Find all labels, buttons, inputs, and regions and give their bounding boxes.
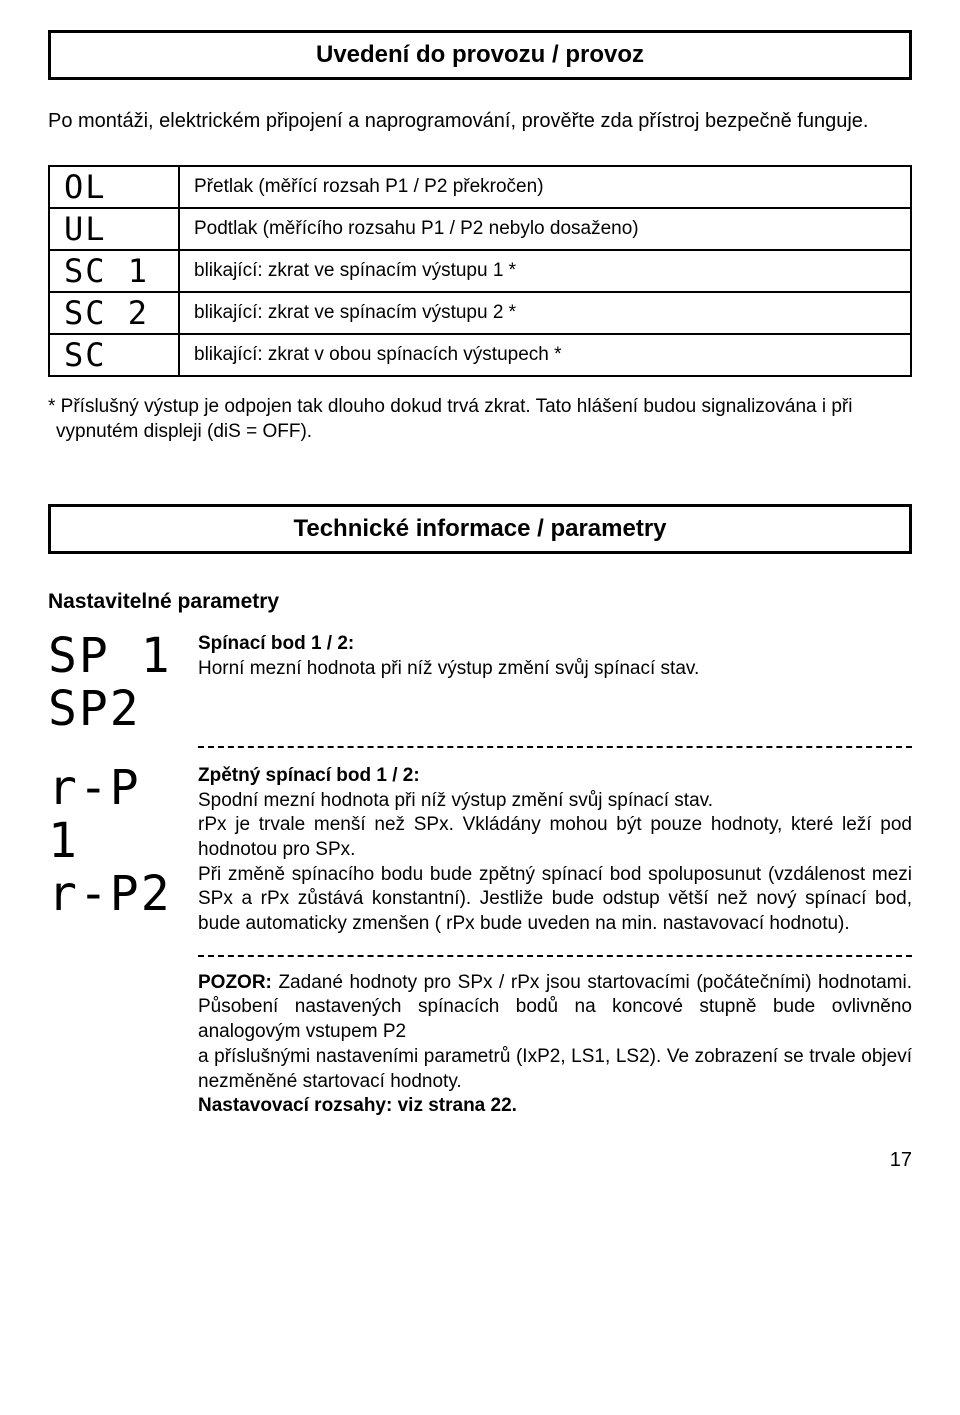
seg-code: UL <box>64 210 107 248</box>
warn-line3: Nastavovací rozsahy: viz strana 22. <box>198 1095 517 1116</box>
table-row: SC 2 blikající: zkrat ve spínacím výstup… <box>49 292 911 334</box>
param-rp-row: r-P 1 r-P2 Zpětný spínací bod 1 / 2: Spo… <box>48 758 912 1119</box>
page-number: 17 <box>48 1149 912 1172</box>
section-title-tech: Technické informace / parametry <box>48 504 912 554</box>
dashed-separator-inner <box>198 955 912 957</box>
error-code-table: OL Přetlak (měřící rozsah P1 / P2 překro… <box>48 165 912 377</box>
seg-rp1: r-P 1 <box>48 762 198 868</box>
desc-cell: blikající: zkrat ve spínacím výstupu 1 * <box>179 250 911 292</box>
seg-code: OL <box>64 168 107 206</box>
code-cell: SC <box>49 334 179 376</box>
seg-sp2: SP2 <box>48 683 198 736</box>
param-rp-text1: Spodní mezní hodnota při níž výstup změn… <box>198 790 713 811</box>
codes-footnote: * Příslušný výstup je odpojen tak dlouho… <box>48 395 912 444</box>
seg-code: SC 2 <box>64 294 149 332</box>
desc-cell: blikající: zkrat ve spínacím výstupu 2 * <box>179 292 911 334</box>
code-cell: OL <box>49 166 179 208</box>
param-sp-heading: Spínací bod 1 / 2: <box>198 633 354 654</box>
desc-cell: blikající: zkrat v obou spínacích výstup… <box>179 334 911 376</box>
param-rp-text2: rPx je trvale menší než SPx. Vkládány mo… <box>198 814 912 860</box>
param-rp-heading: Zpětný spínací bod 1 / 2: <box>198 765 420 786</box>
warn-line1: Zadané hodnoty pro SPx / rPx jsou starto… <box>198 972 912 1042</box>
code-cell: UL <box>49 208 179 250</box>
code-cell: SC 1 <box>49 250 179 292</box>
param-rp-desc: Zpětný spínací bod 1 / 2: Spodní mezní h… <box>198 758 912 1119</box>
table-row: SC blikající: zkrat v obou spínacích výs… <box>49 334 911 376</box>
code-cell: SC 2 <box>49 292 179 334</box>
title-box: Uvedení do provozu / provoz <box>48 30 912 80</box>
param-codes: SP 1 SP2 <box>48 626 198 736</box>
param-sp-row: SP 1 SP2 Spínací bod 1 / 2: Horní mezní … <box>48 626 912 736</box>
param-codes: r-P 1 r-P2 <box>48 758 198 920</box>
dashed-separator <box>198 746 912 748</box>
seg-code: SC 1 <box>64 252 149 290</box>
desc-cell: Podtlak (měřícího rozsahu P1 / P2 nebylo… <box>179 208 911 250</box>
param-rp-text3: Při změně spínacího bodu bude zpětný spí… <box>198 864 912 934</box>
intro-paragraph: Po montáži, elektrickém připojení a napr… <box>48 108 912 135</box>
seg-rp2: r-P2 <box>48 868 198 921</box>
table-row: UL Podtlak (měřícího rozsahu P1 / P2 neb… <box>49 208 911 250</box>
param-sp-text: Horní mezní hodnota při níž výstup změní… <box>198 658 699 679</box>
param-sp-desc: Spínací bod 1 / 2: Horní mezní hodnota p… <box>198 626 912 681</box>
subhead-params: Nastavitelné parametry <box>48 590 912 614</box>
table-row: OL Přetlak (měřící rozsah P1 / P2 překro… <box>49 166 911 208</box>
warn-prefix: POZOR: <box>198 972 272 993</box>
desc-cell: Přetlak (měřící rozsah P1 / P2 překročen… <box>179 166 911 208</box>
seg-code: SC <box>64 336 107 374</box>
warn-line2: a příslušnými nastaveními parametrů (IxP… <box>198 1046 912 1092</box>
seg-sp1: SP 1 <box>48 630 198 683</box>
table-row: SC 1 blikající: zkrat ve spínacím výstup… <box>49 250 911 292</box>
